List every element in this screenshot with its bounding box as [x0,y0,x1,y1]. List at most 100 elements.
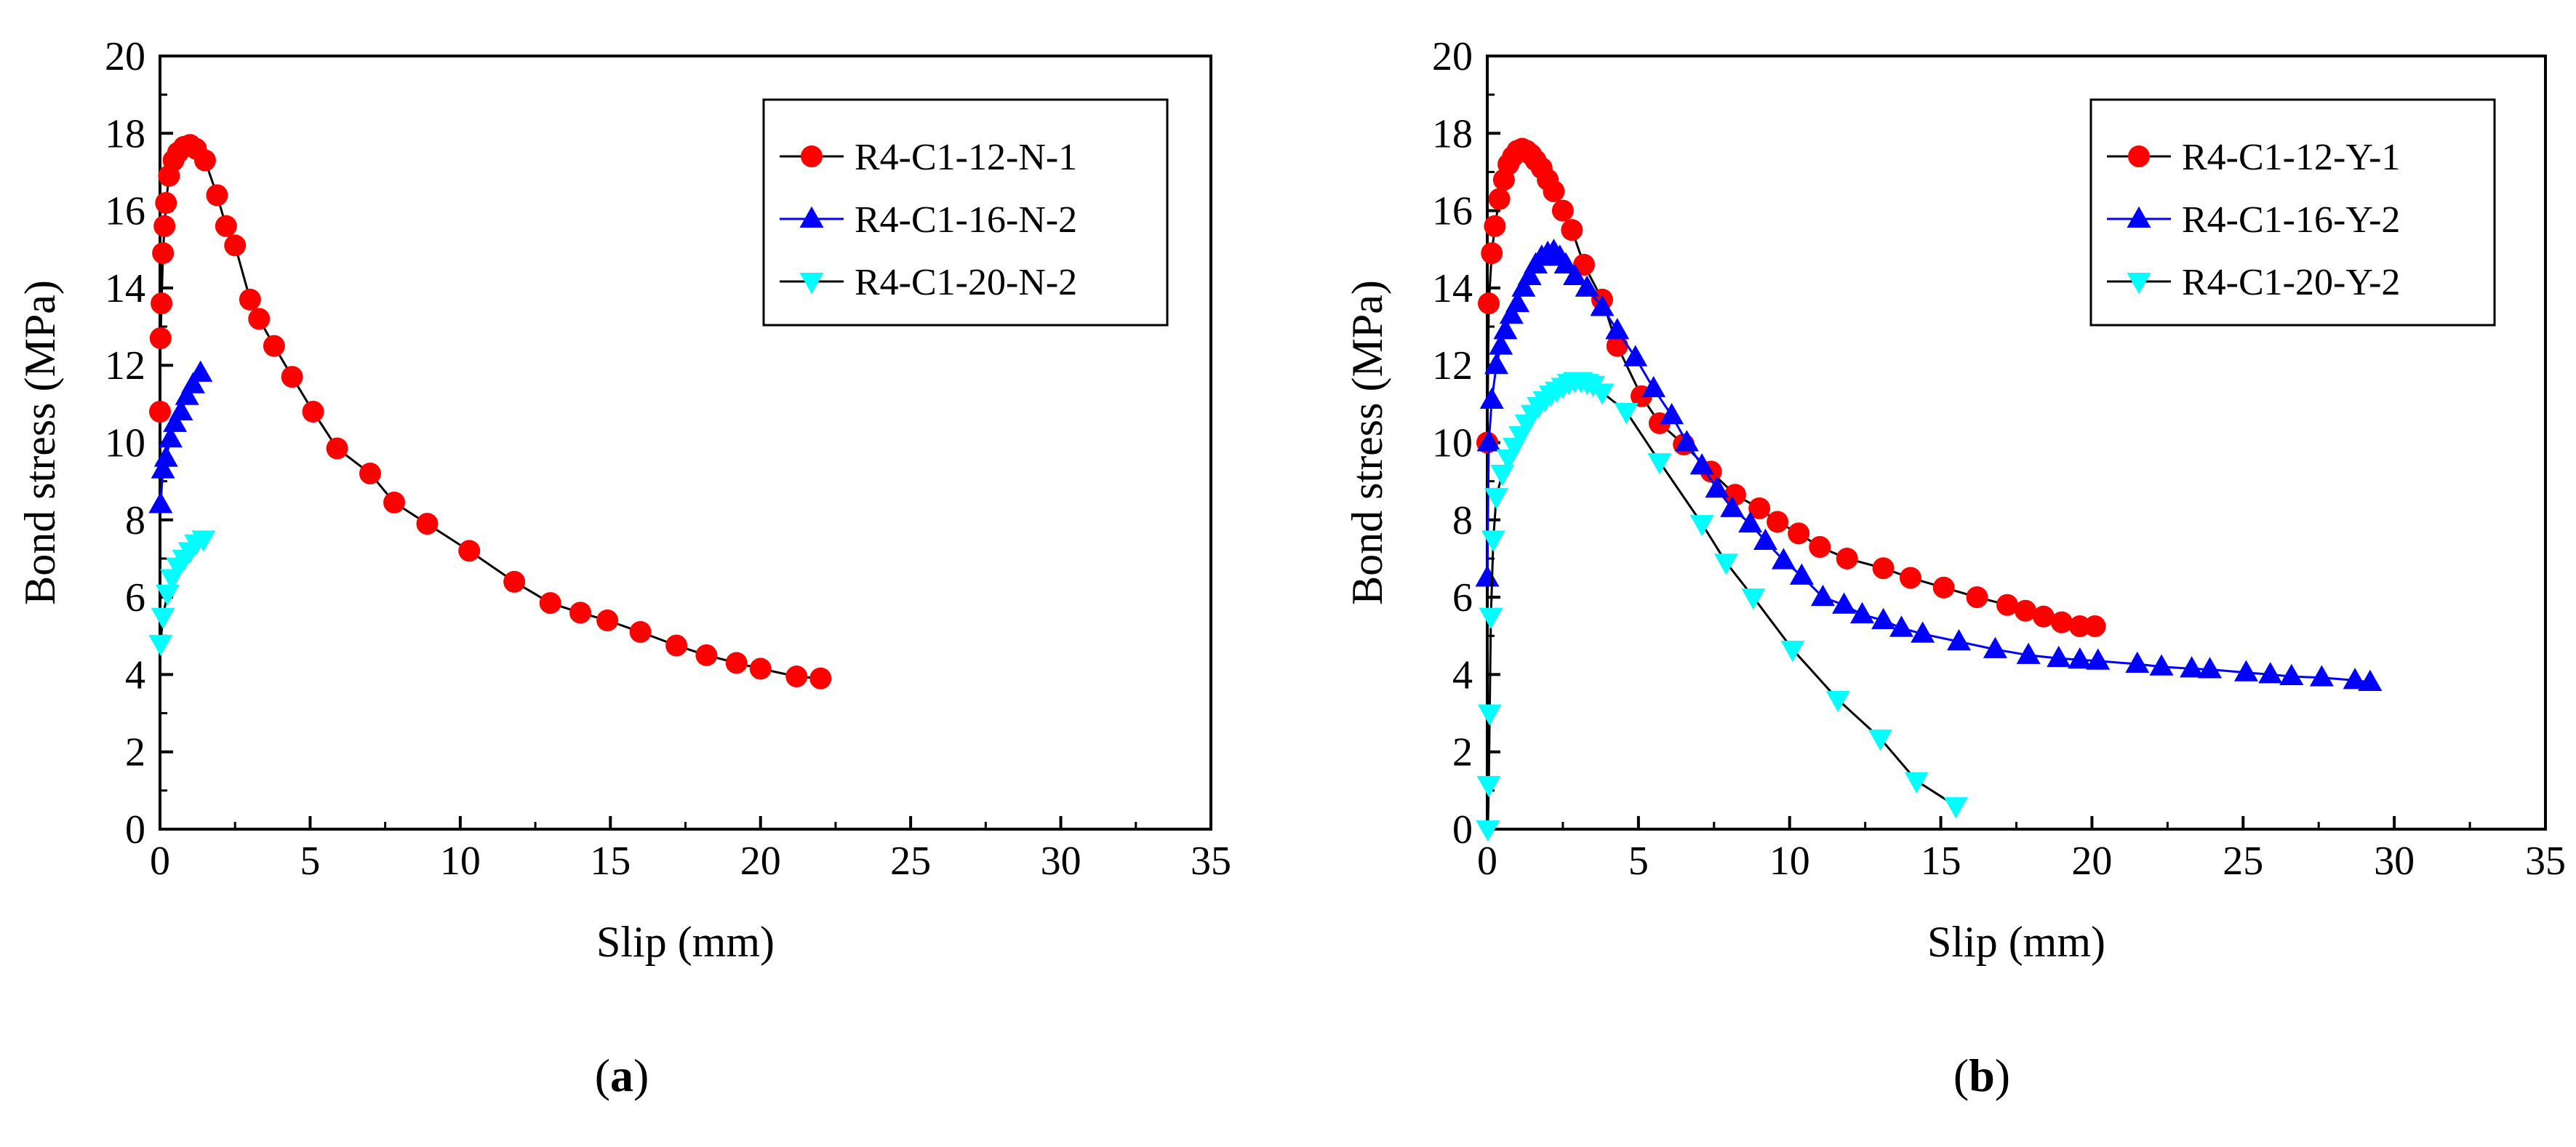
data-point [1476,430,1501,452]
data-point [153,445,178,467]
data-point [1478,292,1500,315]
data-point [1543,180,1565,203]
data-point [169,399,193,420]
legend-label: R4-C1-12-Y-1 [2182,137,2400,178]
data-point [1720,495,1745,517]
data-point [2016,642,2041,664]
x-axis-title: Slip (mm) [596,918,775,966]
x-tick-label: 20 [740,839,781,884]
data-point [809,667,832,690]
data-point [2279,663,2304,686]
data-point [1563,263,1588,285]
y-tick-label: 4 [125,652,145,698]
data-point [665,634,688,657]
data-point [153,215,176,237]
data-point [1575,275,1599,297]
series-3 [1476,372,1968,842]
data-point [175,383,199,405]
data-point [2258,662,2283,684]
x-tick-label: 25 [2223,839,2263,884]
y-tick-label: 20 [105,34,145,79]
data-point [383,491,406,513]
data-point [155,191,177,214]
data-point [2233,660,2258,682]
series-2 [148,360,213,513]
data-point [1767,511,1789,533]
x-tick-label: 25 [890,839,931,884]
data-point [155,584,180,607]
y-tick-label: 6 [125,575,145,620]
data-point [1889,615,1914,637]
x-tick-label: 20 [2071,839,2112,884]
series-line [1487,380,1957,830]
data-point [725,652,748,674]
data-point [1713,553,1738,575]
data-point [1476,775,1501,798]
legend-entry: R4-C1-20-N-2 [780,262,1077,303]
data-point [1476,820,1500,842]
data-point [2068,615,2091,637]
data-point [1872,557,1895,580]
data-point [1475,565,1500,587]
data-point [148,492,173,513]
data-point [263,335,285,357]
data-point [2050,611,2073,634]
legend-label: R4-C1-12-N-1 [855,137,1077,178]
data-point [1789,563,1814,585]
data-point [2149,654,2174,676]
legend-marker [799,273,824,295]
data-point [2358,669,2383,692]
data-point [1741,588,1766,610]
data-point [224,234,247,257]
panel-caption: (b) [1953,1050,2010,1101]
legend: R4-C1-12-N-1 R4-C1-16-N-2 R4-C1-20-N-2 [762,98,1169,327]
data-point [1904,772,1929,794]
data-point [1900,567,1921,589]
data-point [2032,605,2055,628]
legend-entry: R4-C1-20-Y-2 [2107,262,2400,303]
data-point [1825,690,1850,713]
data-point [1477,704,1502,726]
legend-entry: R4-C1-16-Y-2 [2107,199,2400,241]
series-3 [148,530,216,657]
data-point [215,215,237,237]
data-point [1780,640,1805,663]
data-point [1490,465,1515,487]
y-tick-label: 14 [1432,266,1473,311]
legend-label: R4-C1-16-N-2 [855,199,1077,241]
panel-caption: (a) [595,1050,649,1101]
data-point [158,425,183,448]
data-point [2047,645,2071,668]
data-point [149,400,171,423]
data-point [1641,375,1666,398]
y-axis-title: Bond stress (MPa) [1343,280,1391,605]
data-point [1996,594,2019,616]
legend-marker [801,145,823,167]
data-point [1479,607,1503,629]
y-tick-label: 14 [105,266,145,311]
data-point [1499,302,1524,324]
x-tick-label: 15 [1921,839,1961,884]
data-point [539,592,561,615]
x-tick-label: 5 [1628,839,1649,884]
data-point [1561,219,1583,241]
data-point [1810,584,1835,607]
data-point [2125,651,2150,674]
data-point [1517,263,1542,285]
data-point [1738,511,1763,533]
data-point [596,609,619,631]
data-point [1489,333,1513,355]
x-tick-label: 10 [1769,839,1810,884]
data-point [1484,487,1508,510]
data-point [2343,668,2367,690]
y-tick-label: 16 [105,189,145,234]
data-point [1488,188,1511,210]
data-point [2198,657,2223,679]
x-tick-label: 10 [440,839,481,884]
data-point [1647,453,1672,475]
data-point [206,184,228,207]
data-point [151,607,175,629]
data-point [188,360,213,382]
y-tick-label: 12 [1432,343,1473,388]
data-point [1943,797,1968,819]
